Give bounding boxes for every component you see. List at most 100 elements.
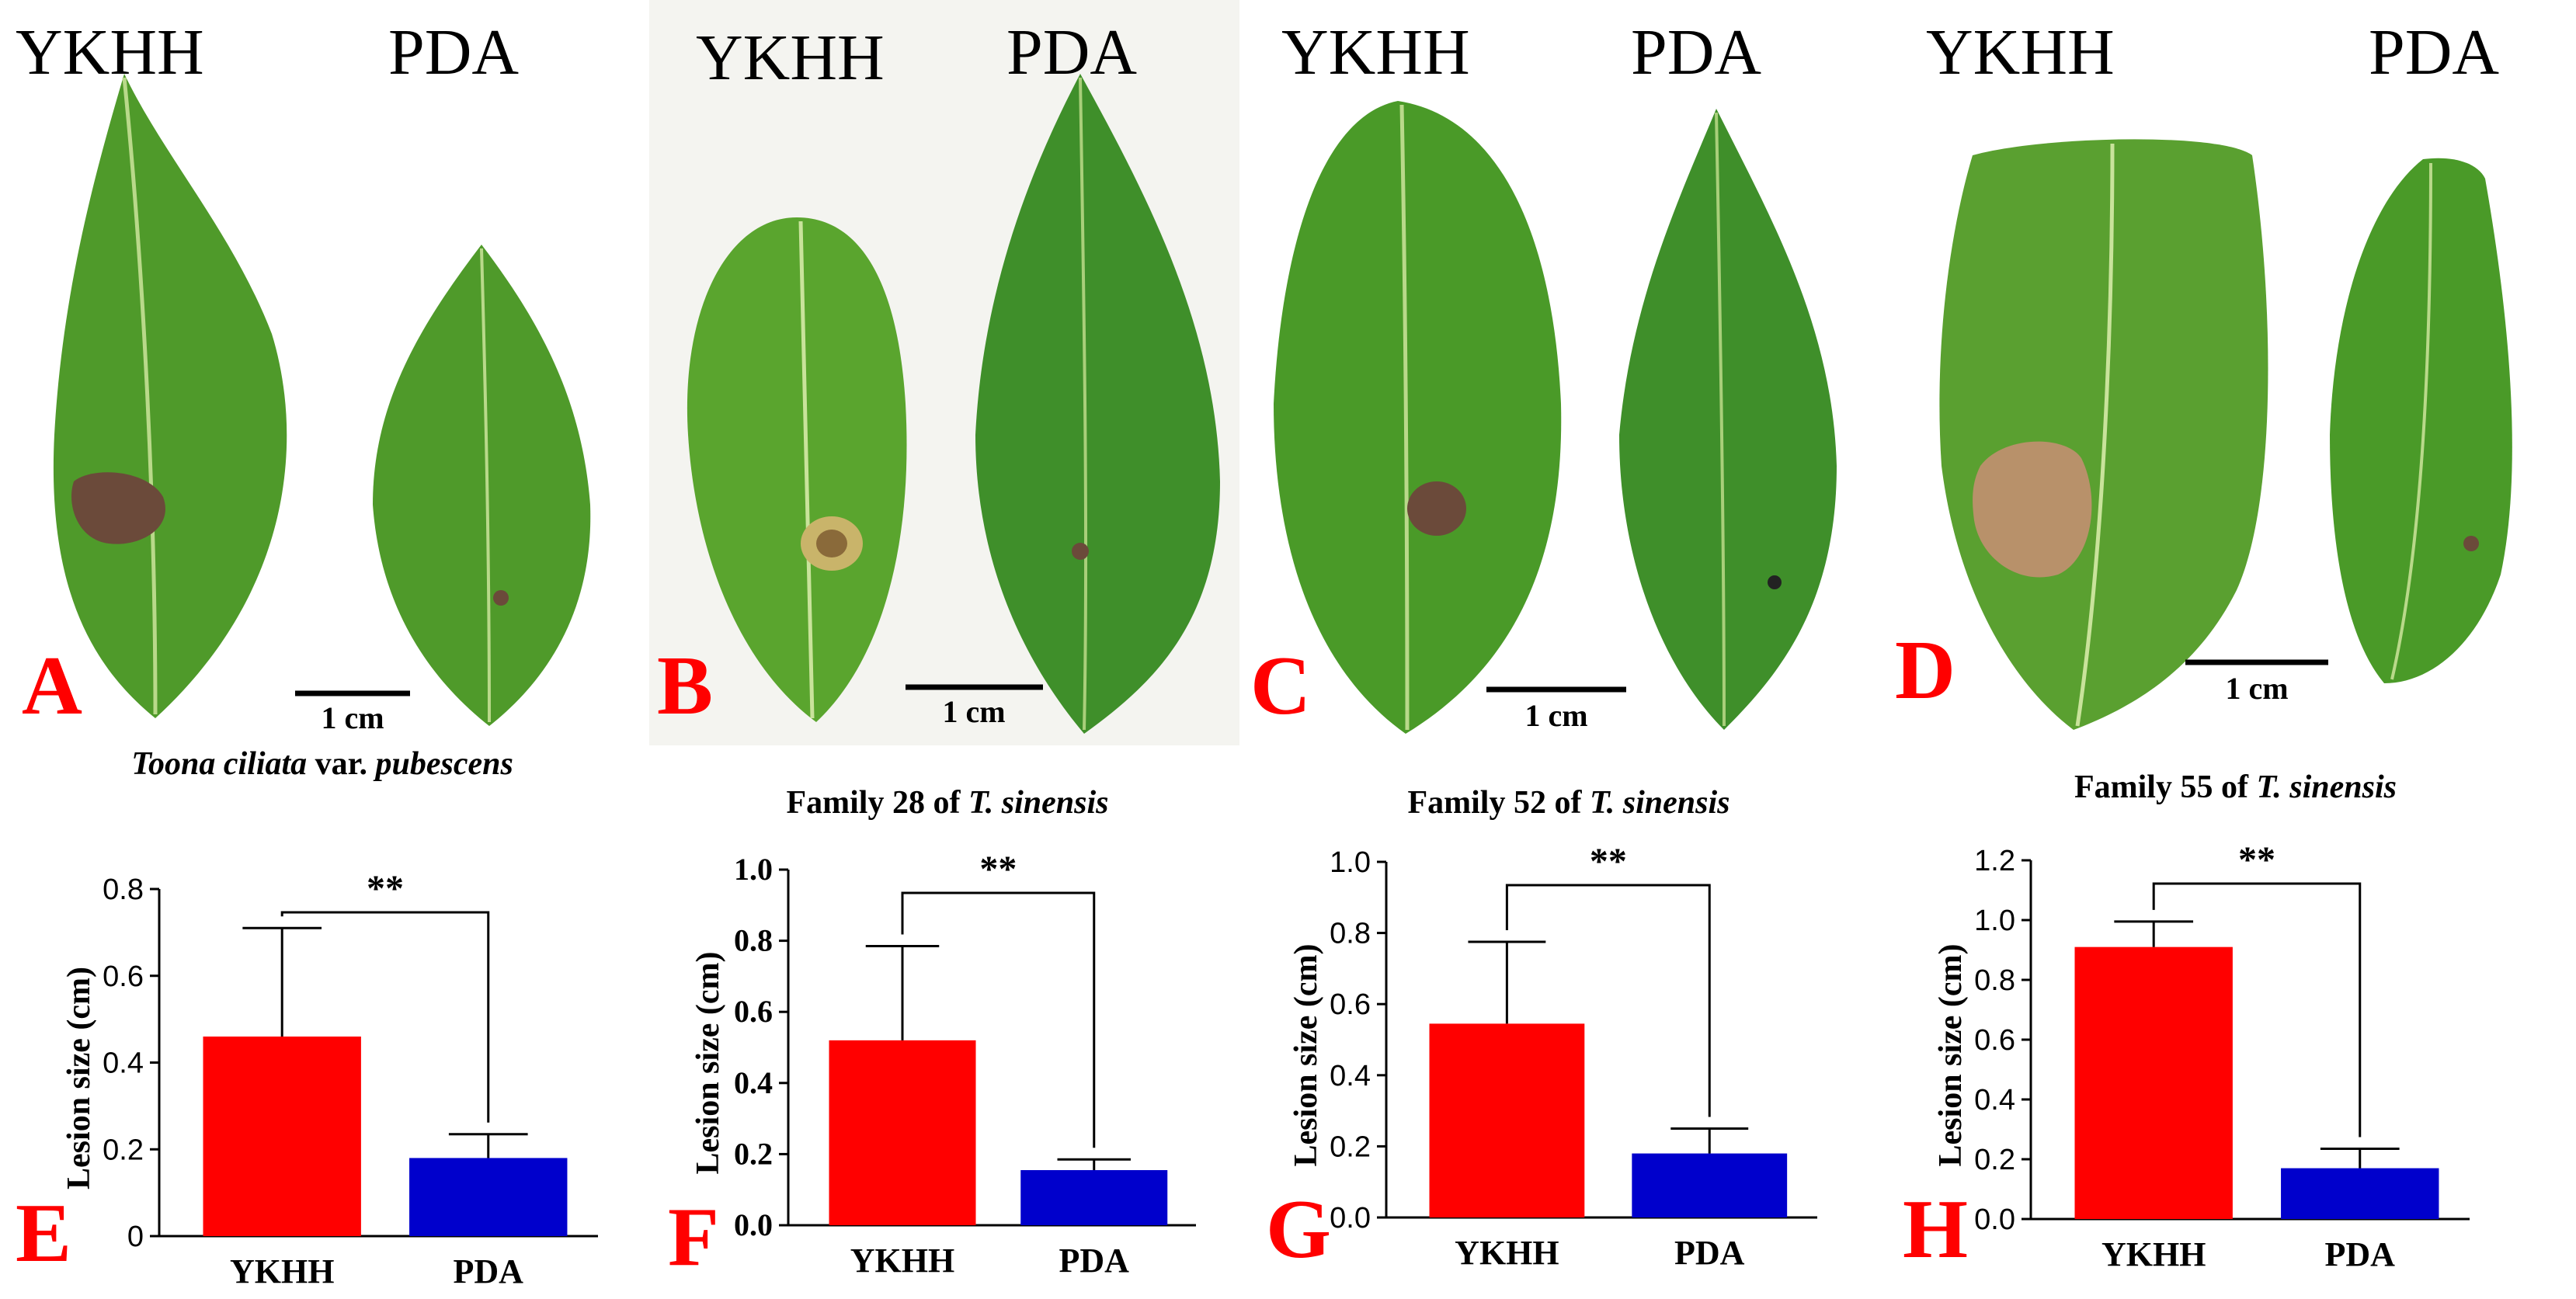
ykhh-leaf bbox=[687, 217, 907, 722]
y-tick-label: 0.4 bbox=[1330, 1060, 1371, 1092]
photo-label-ykhh: YKHH bbox=[16, 16, 204, 89]
leaf-photo-a: YKHH PDA 1 cm bbox=[16, 16, 591, 735]
scale-bar-label: 1 cm bbox=[2225, 671, 2288, 706]
y-tick-label: 0 bbox=[127, 1221, 144, 1253]
y-tick-label: 0.8 bbox=[734, 923, 773, 958]
category-label: YKHH bbox=[850, 1242, 954, 1280]
bar-pda bbox=[409, 1158, 568, 1236]
bar-pda bbox=[1020, 1170, 1168, 1225]
chart-title: Toona ciliata var. pubescens bbox=[0, 745, 645, 783]
chart-panel-e: Toona ciliata var. pubescens 0 0.2 0.4 0.6 0… bbox=[0, 745, 645, 1299]
category-label: PDA bbox=[1059, 1242, 1130, 1280]
category-label: PDA bbox=[1674, 1234, 1745, 1272]
significance-marker: ** bbox=[1590, 841, 1627, 882]
leaf-midrib bbox=[798, 221, 815, 719]
panel-letter-h: H bbox=[1903, 1183, 1969, 1276]
y-axis-title: Lesion size (cm) bbox=[1288, 944, 1324, 1167]
leaf-photo-b: YKHH PDA 1 cm bbox=[687, 16, 1220, 734]
lesion bbox=[1768, 575, 1782, 589]
y-tick-label: 0.2 bbox=[1974, 1144, 2015, 1176]
photo-label-pda: PDA bbox=[388, 16, 519, 89]
lesion bbox=[493, 590, 509, 606]
y-tick-label: 0.4 bbox=[734, 1065, 773, 1100]
significance-bracket bbox=[2152, 882, 2362, 1137]
chart-panel-g: Family 52 of T. sinensis 0.0 0.2 0.4 0.6 0.8… bbox=[1250, 745, 1887, 1299]
y-tick-label: 0.0 bbox=[734, 1207, 773, 1242]
chart-panel-h: Family 55 of T. sinensis 0.0 0.2 0.4 0.6 0.8… bbox=[1895, 745, 2576, 1299]
y-tick-label: 1.2 bbox=[1974, 845, 2015, 877]
photo-panel-b: YKHH PDA 1 cm B bbox=[649, 0, 1239, 745]
lesion-chart-f: 0.0 0.2 0.4 0.6 0.8 1.0 Lesion size (cm) YKHH PD… bbox=[690, 849, 1196, 1280]
title-part: var. bbox=[307, 746, 376, 782]
title-part: T. sinensis bbox=[2256, 769, 2397, 805]
lesion bbox=[1072, 543, 1089, 560]
category-label: PDA bbox=[454, 1252, 524, 1290]
bar-pda bbox=[2281, 1168, 2439, 1219]
pda-leaf bbox=[2330, 158, 2512, 683]
leaf-midrib bbox=[122, 77, 158, 715]
y-tick-label: 0.6 bbox=[1974, 1024, 2015, 1057]
title-part: T. sinensis bbox=[968, 785, 1109, 821]
y-tick-label: 0.6 bbox=[1330, 988, 1371, 1021]
y-tick-label: 0.4 bbox=[1974, 1084, 2015, 1117]
significance-marker: ** bbox=[979, 849, 1017, 890]
chart-title: Family 28 of T. sinensis bbox=[652, 784, 1243, 821]
bar-ykhh bbox=[1429, 1023, 1585, 1217]
photo-label-ykhh: YKHH bbox=[1281, 16, 1470, 89]
photo-label-ykhh: YKHH bbox=[1926, 16, 2115, 89]
photo-label-pda: PDA bbox=[1631, 16, 1761, 89]
photo-panel-a: YKHH PDA 1 cm A bbox=[0, 0, 645, 745]
title-part: T. sinensis bbox=[1589, 785, 1730, 821]
chart-panel-f: Family 28 of T. sinensis 0.0 0.2 0.4 0.6 0.8… bbox=[652, 745, 1243, 1299]
photo-label-pda: PDA bbox=[2369, 16, 2499, 89]
lesion-center bbox=[816, 530, 847, 557]
photo-label-pda: PDA bbox=[1006, 16, 1137, 89]
bar-ykhh bbox=[829, 1040, 976, 1225]
category-label: PDA bbox=[2325, 1235, 2396, 1273]
title-part: pubescens bbox=[375, 746, 513, 782]
y-tick-label: 0.8 bbox=[103, 874, 144, 906]
leaf-midrib bbox=[1079, 77, 1088, 731]
panel-letter-g: G bbox=[1266, 1183, 1332, 1276]
title-part: Toona ciliata bbox=[131, 746, 308, 782]
y-tick-label: 0.8 bbox=[1330, 918, 1371, 950]
y-axis-title: Lesion size (cm) bbox=[690, 952, 726, 1175]
panel-letter-a: A bbox=[22, 640, 82, 732]
y-tick-label: 1.0 bbox=[1974, 905, 2015, 937]
y-tick-label: 0.2 bbox=[1330, 1131, 1371, 1163]
lesion bbox=[1973, 441, 2092, 578]
y-tick-label: 0.0 bbox=[1974, 1203, 2015, 1236]
chart-title: Family 52 of T. sinensis bbox=[1250, 784, 1887, 821]
bar-ykhh bbox=[2074, 946, 2233, 1219]
chart-title: Family 55 of T. sinensis bbox=[1895, 769, 2576, 806]
significance-bracket bbox=[1505, 884, 1711, 1117]
leaf-midrib bbox=[1715, 112, 1726, 727]
leaf-photo-d: YKHH PDA 1 cm bbox=[1926, 16, 2512, 730]
y-tick-label: 1.0 bbox=[1330, 846, 1371, 879]
leaf-photo-c: YKHH PDA 1 cm bbox=[1274, 16, 1837, 734]
leaf-midrib bbox=[480, 248, 491, 723]
panel-letter-b: B bbox=[657, 640, 714, 732]
photo-panel-d: YKHH PDA 1 cm D bbox=[1887, 0, 2576, 745]
lesion-chart-g: 0.0 0.2 0.4 0.6 0.8 1.0 Lesion size (cm) YKHH PD… bbox=[1288, 841, 1817, 1272]
ykhh-leaf bbox=[1274, 101, 1562, 734]
lesion-chart-h: 0.0 0.2 0.4 0.6 0.8 1.0 1.2 Lesion size (cm) YKH… bbox=[1933, 839, 2470, 1273]
pda-leaf bbox=[373, 245, 591, 726]
y-axis-title: Lesion size (cm) bbox=[61, 967, 97, 1190]
photo-panel-c: YKHH PDA 1 cm C bbox=[1243, 0, 1887, 745]
significance-marker: ** bbox=[367, 868, 404, 909]
panel-letter-d: D bbox=[1895, 624, 1955, 717]
category-label: YKHH bbox=[230, 1252, 334, 1290]
scale-bar-label: 1 cm bbox=[1524, 698, 1587, 733]
y-tick-label: 0.6 bbox=[103, 960, 144, 993]
panel-letter-f: F bbox=[668, 1191, 719, 1283]
lesion-chart-e: 0 0.2 0.4 0.6 0.8 Lesion size (cm) YKHH PDA ** bbox=[61, 868, 598, 1290]
y-tick-label: 0.0 bbox=[1330, 1202, 1371, 1235]
y-tick-label: 0.6 bbox=[734, 994, 773, 1029]
y-axis-title: Lesion size (cm) bbox=[1933, 944, 1969, 1167]
pda-leaf bbox=[1619, 109, 1837, 730]
lesion bbox=[71, 472, 165, 544]
y-tick-label: 0.2 bbox=[103, 1134, 144, 1166]
leaf-midrib bbox=[2075, 143, 2115, 727]
bar-pda bbox=[1632, 1153, 1788, 1217]
